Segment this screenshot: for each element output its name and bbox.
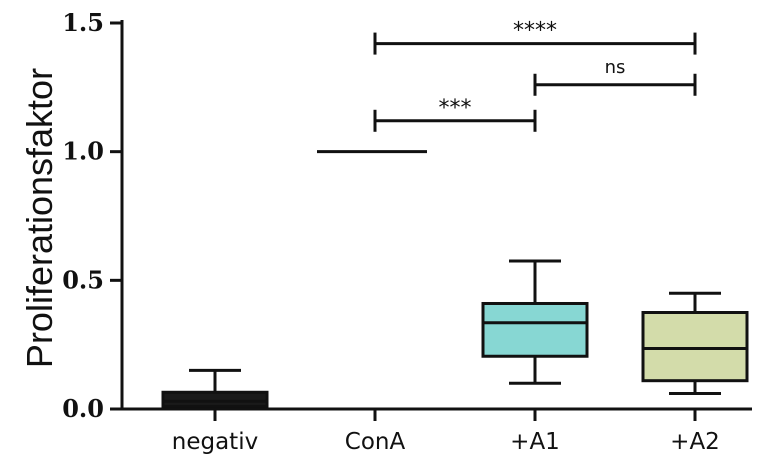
iqr-box xyxy=(161,390,269,408)
significance-bracket: ns xyxy=(533,57,697,96)
box-a2 xyxy=(641,291,749,396)
iqr-box xyxy=(481,301,589,358)
significance-label: *** xyxy=(439,96,472,121)
y-tick-label: 0.0 xyxy=(62,394,104,423)
y-tick-label: 1.5 xyxy=(62,8,104,37)
significance-brackets: *** ns **** xyxy=(373,19,697,132)
iqr-box xyxy=(641,311,749,383)
x-tick-label: ConA xyxy=(345,429,406,455)
x-tick-label: +A2 xyxy=(670,429,720,455)
boxes xyxy=(161,150,749,411)
y-ticks: 0.0 0.5 1.0 1.5 xyxy=(62,8,122,423)
box-a1 xyxy=(481,259,589,385)
box-negativ xyxy=(161,368,269,411)
x-ticks: negativ ConA +A1 +A2 xyxy=(172,409,720,455)
x-tick-label: +A1 xyxy=(510,429,560,455)
significance-bracket: *** xyxy=(373,96,537,132)
y-axis-label: Proliferationsfaktor xyxy=(19,68,60,368)
significance-label: ns xyxy=(605,57,626,78)
significance-bracket: **** xyxy=(373,19,697,55)
y-tick-label: 0.5 xyxy=(62,265,104,294)
significance-label: **** xyxy=(513,19,557,44)
y-tick-label: 1.0 xyxy=(62,137,104,166)
x-tick-label: negativ xyxy=(172,429,258,455)
